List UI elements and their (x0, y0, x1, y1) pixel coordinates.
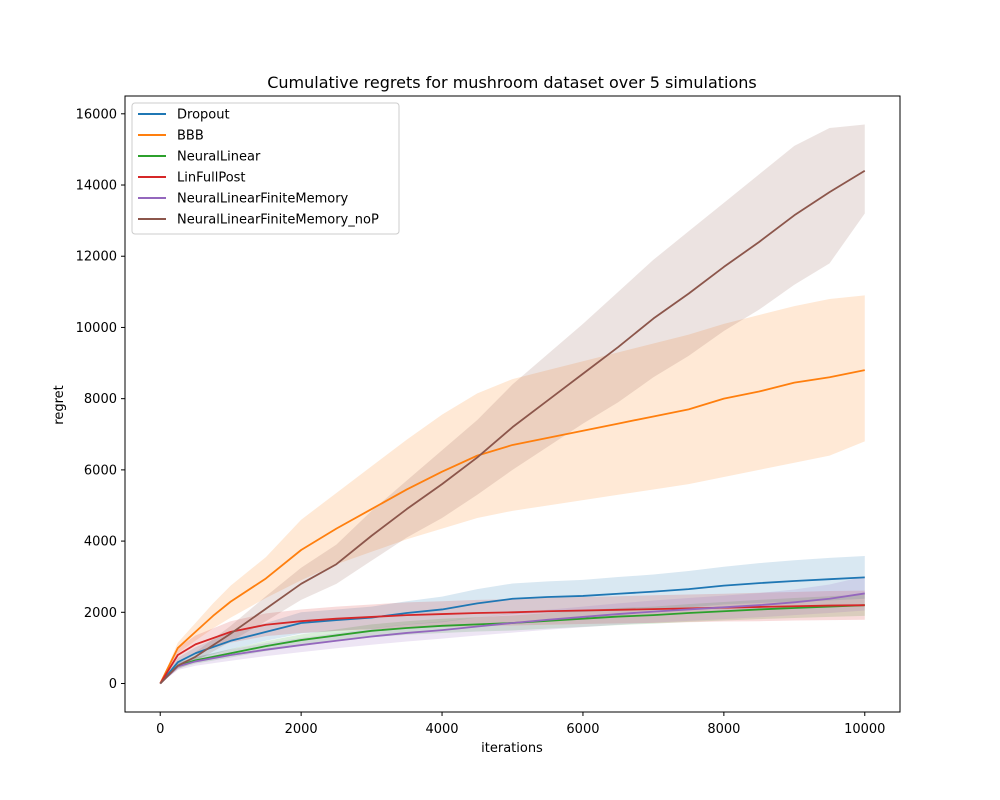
x-tick-label: 0 (156, 722, 164, 737)
series-line-bbb (159, 369, 865, 684)
x-tick-label: 10000 (844, 722, 885, 737)
y-tick-label: 14000 (76, 179, 117, 194)
series-line-neurallinearfinitememory (159, 592, 865, 685)
band-neurallinearfinitememory (160, 576, 865, 684)
y-tick-label: 12000 (76, 250, 117, 265)
legend-label-linfullpost: LinFullPost (177, 171, 246, 186)
legend-label-neurallinear: NeuralLinear (177, 150, 261, 165)
series-line-neurallinear (159, 604, 865, 685)
band-neurallinear (160, 594, 865, 684)
axes-frame (124, 95, 901, 713)
y-tick-label: 6000 (84, 463, 117, 478)
y-tick-label: 8000 (84, 392, 117, 407)
y-axis-ticks: 0 2000 4000 6000 8000 10000 12000 14000 16000 (76, 107, 125, 692)
band-neurallinearfinitememory-nop (160, 124, 865, 684)
series-line-linfullpost (159, 604, 865, 684)
x-tick-label: 8000 (707, 722, 740, 737)
band-bbb (160, 295, 865, 684)
legend-box (131, 102, 400, 235)
series-line-neurallinearfinitememory-nop (159, 170, 866, 685)
legend: Dropout BBB NeuralLinear LinFullPost NeuralL… (131, 102, 400, 235)
series-lines (159, 170, 866, 685)
y-tick-label: 10000 (76, 321, 117, 336)
legend-label-bbb: BBB (177, 129, 204, 144)
x-axis-label: iterations (481, 741, 543, 756)
y-tick-label: 0 (109, 677, 117, 692)
x-tick-label: 6000 (566, 722, 599, 737)
legend-label-neurallinearfinitememory-nop: NeuralLinearFiniteMemory_noP (177, 213, 379, 228)
y-tick-label: 2000 (84, 606, 117, 621)
series-line-dropout (159, 576, 865, 685)
plot-area (124, 95, 901, 713)
y-tick-label: 16000 (76, 107, 117, 122)
x-axis-ticks: 0 2000 4000 6000 8000 10000 (156, 712, 885, 737)
y-axis-label: regret (52, 385, 67, 424)
x-tick-label: 4000 (425, 722, 458, 737)
legend-label-neurallinearfinitememory: NeuralLinearFiniteMemory (177, 192, 349, 207)
band-dropout (160, 556, 865, 684)
legend-label-dropout: Dropout (177, 108, 230, 123)
chart-title: Cumulative regrets for mushroom dataset … (267, 73, 757, 92)
x-tick-label: 2000 (285, 722, 318, 737)
y-tick-label: 4000 (84, 535, 117, 550)
